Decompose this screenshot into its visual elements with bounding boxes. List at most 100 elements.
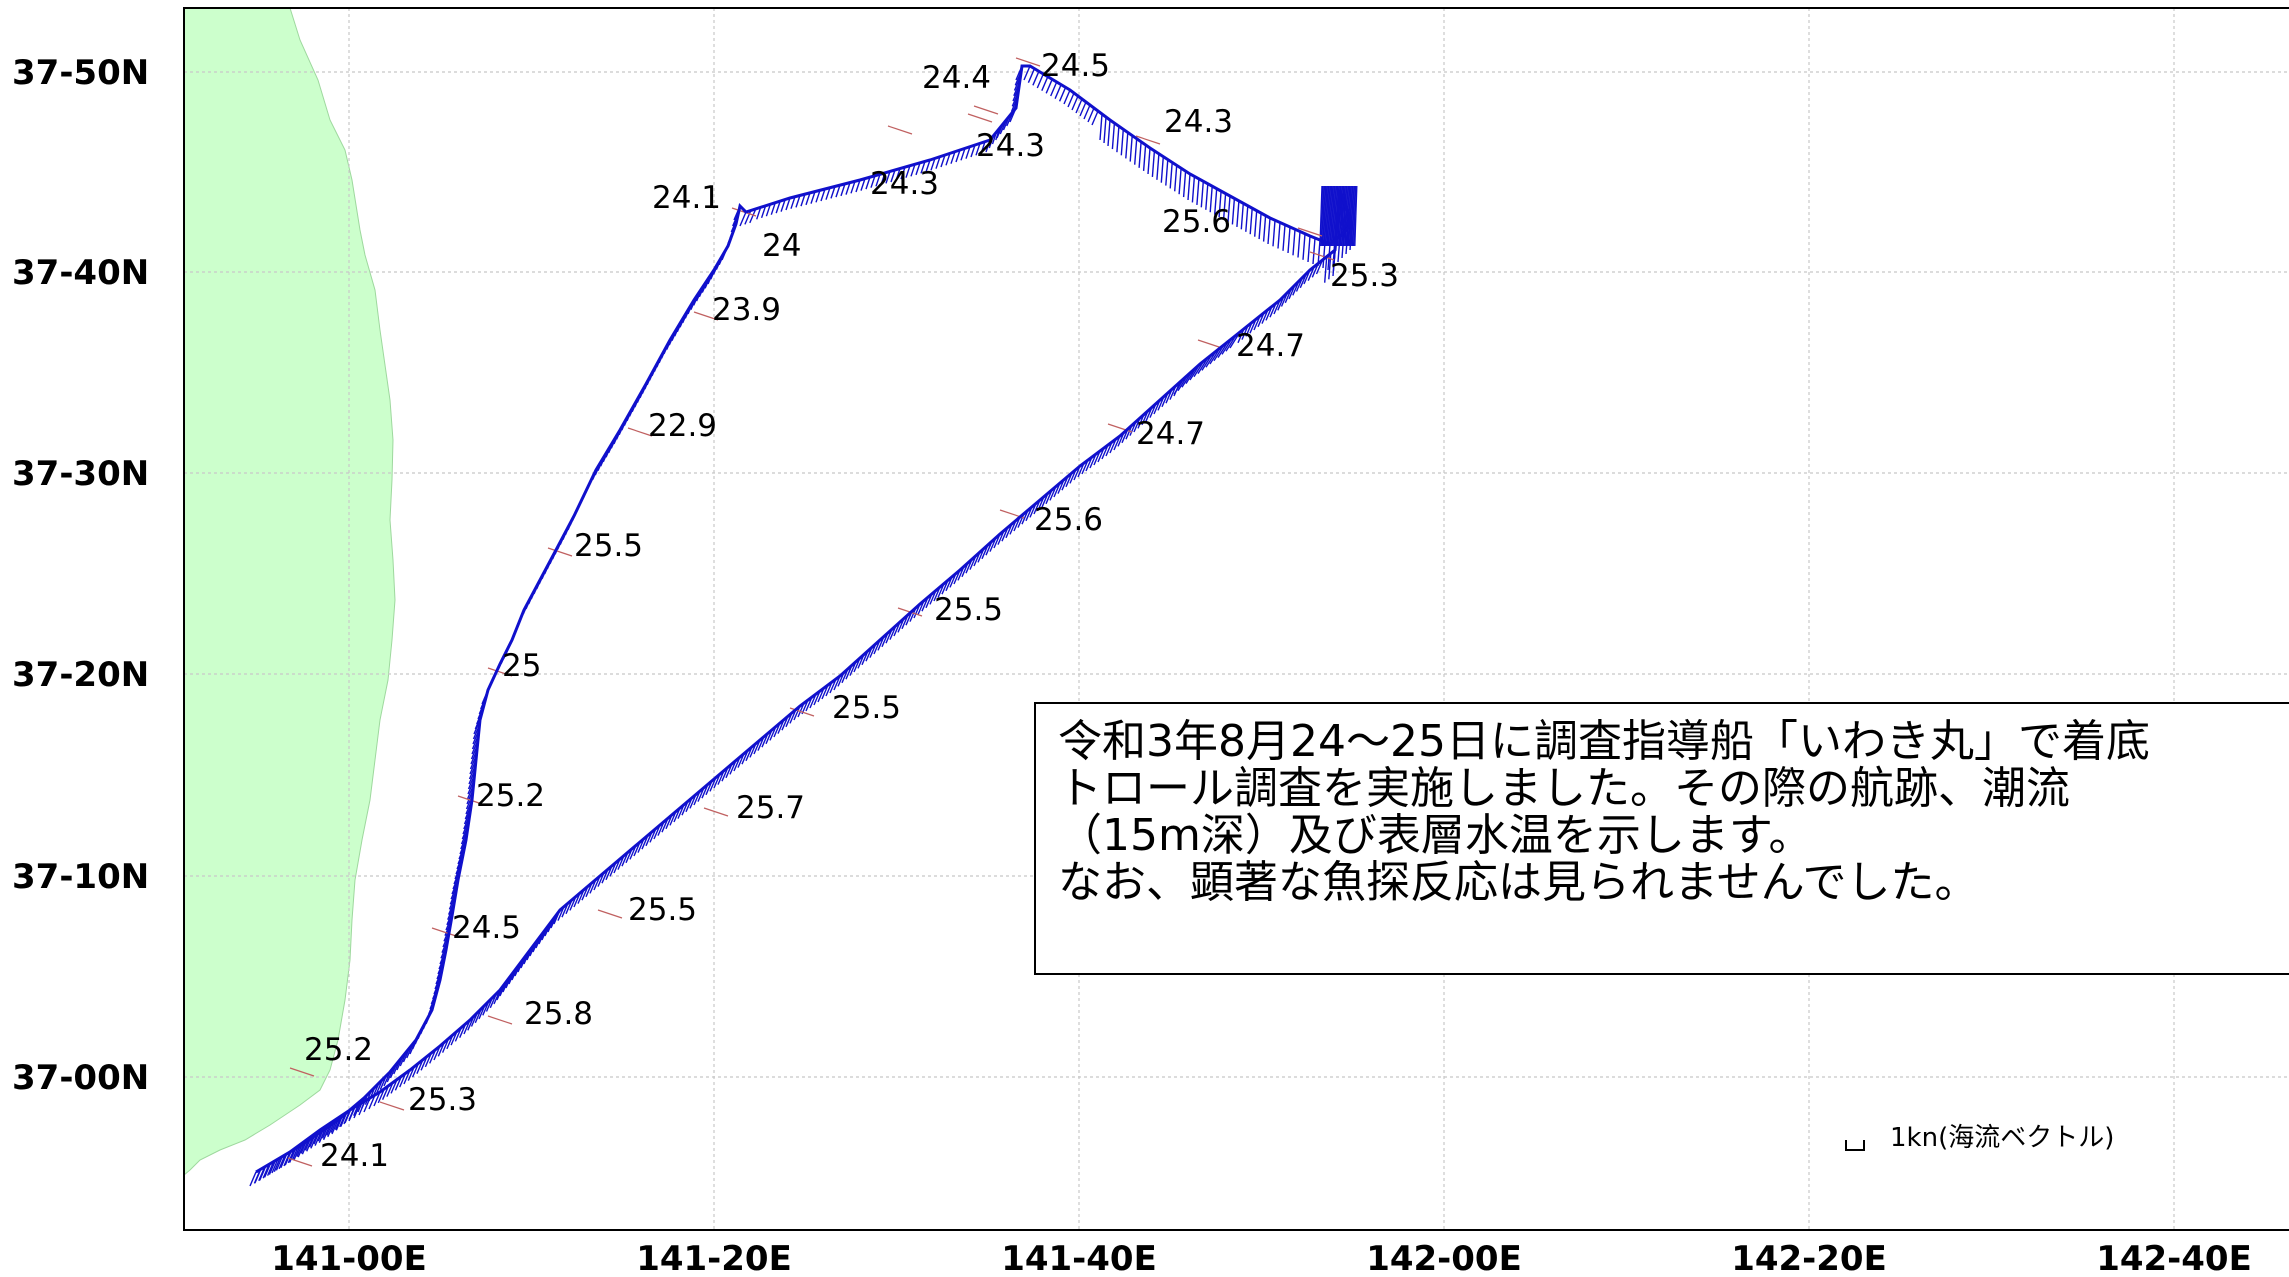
current-vector	[1129, 135, 1133, 162]
current-vector	[830, 186, 836, 199]
current-vector	[985, 139, 991, 153]
current-vector	[1332, 185, 1336, 247]
current-vector	[1222, 193, 1227, 220]
temp-label: 24.7	[1236, 328, 1305, 364]
current-vector	[935, 156, 941, 169]
lon-label: 142-20E	[1731, 1239, 1887, 1277]
legend-scale-bar	[1845, 1140, 1865, 1151]
current-vector	[1071, 95, 1079, 111]
current-vector	[885, 171, 891, 184]
current-vector	[895, 168, 901, 181]
temp-label: 24.3	[1164, 104, 1233, 140]
station-marker	[973, 105, 999, 115]
temp-label: 25.5	[934, 592, 1003, 628]
current-vector	[293, 1145, 301, 1161]
lon-label: 141-20E	[636, 1239, 792, 1277]
current-vector	[1205, 183, 1209, 210]
note-line: （15m深）及び表層水温を示します。	[1058, 810, 1813, 861]
temp-label: 25.2	[476, 778, 545, 814]
current-vector	[940, 154, 946, 168]
temp-label: 24.5	[1041, 48, 1110, 84]
station-marker	[887, 125, 913, 135]
station-marker	[1297, 227, 1323, 237]
temp-label: 25.5	[574, 528, 643, 564]
current-vector	[775, 200, 781, 214]
current-vector	[1272, 220, 1276, 247]
current-vector	[800, 193, 806, 207]
current-vector	[870, 175, 876, 188]
current-vector	[765, 203, 772, 217]
current-vector	[1103, 116, 1107, 144]
current-vector	[1156, 153, 1160, 180]
current-vector	[945, 153, 951, 166]
current-vector	[1107, 119, 1111, 147]
current-vector	[1079, 101, 1087, 117]
temp-label: 24.3	[976, 128, 1045, 164]
temp-label: 25	[502, 648, 541, 684]
station-marker	[1135, 135, 1161, 145]
temp-label: 23.9	[712, 292, 781, 328]
current-vector	[1322, 241, 1326, 269]
current-vector	[1324, 256, 1328, 283]
station-marker	[457, 795, 483, 805]
lon-label: 142-00E	[1366, 1239, 1522, 1277]
ship-track	[255, 64, 1354, 1174]
station-marker	[693, 311, 719, 321]
temp-label: 25.3	[408, 1082, 477, 1118]
current-vector	[749, 208, 757, 224]
current-vector	[860, 178, 866, 191]
legend: 1kn(海流ベクトル)	[1845, 1123, 2114, 1153]
current-vector	[1236, 200, 1240, 227]
current-vector	[1277, 222, 1281, 249]
lon-label: 141-40E	[1001, 1239, 1157, 1277]
current-vector	[970, 144, 976, 158]
current-vector	[1322, 185, 1327, 247]
current-vector	[780, 199, 786, 212]
current-vector	[910, 164, 916, 177]
current-vector	[1083, 104, 1091, 120]
current-vector	[930, 158, 936, 171]
current-vector	[278, 1154, 286, 1170]
current-vector	[1327, 243, 1331, 271]
current-vector	[1027, 68, 1036, 83]
current-vector	[1111, 123, 1116, 150]
current-vector	[965, 146, 971, 159]
current-vector	[1249, 208, 1253, 235]
current-vector	[1178, 168, 1182, 195]
station-marker	[1309, 251, 1335, 261]
current-vector	[1116, 126, 1120, 153]
note-line: なお、顕著な魚探反応は見られませんでした。	[1058, 857, 1979, 908]
current-vector	[1067, 92, 1075, 108]
current-vector	[1054, 84, 1062, 99]
current-vector	[1151, 150, 1156, 177]
current-vector	[1332, 249, 1336, 277]
temp-label: 25.5	[832, 690, 901, 726]
current-vector	[739, 211, 747, 227]
lat-label: 37-50N	[12, 53, 149, 93]
current-vector	[1312, 237, 1316, 265]
temp-label: 25.6	[1162, 204, 1231, 240]
current-vector	[975, 143, 981, 156]
lat-label: 37-40N	[12, 253, 149, 293]
current-vector	[795, 195, 801, 208]
current-vector	[850, 181, 856, 194]
current-vector	[268, 1160, 277, 1175]
current-vector	[1099, 113, 1103, 141]
current-vector	[283, 1151, 291, 1167]
note-line: 令和3年8月24～25日に調査指導船「いわき丸」で着底	[1058, 716, 2150, 767]
current-vector	[855, 179, 861, 193]
lat-label: 37-30N	[12, 454, 149, 494]
current-vector	[900, 166, 906, 180]
station-marker	[487, 667, 513, 677]
current-vector	[1328, 253, 1332, 280]
current-vector	[820, 188, 826, 202]
current-vector	[1231, 198, 1236, 225]
latitude-labels: 37-50N 37-40N 37-30N 37-20N 37-10N 37-00…	[12, 53, 149, 1098]
current-vector	[1227, 195, 1231, 223]
current-vector	[1325, 185, 1329, 247]
current-vector	[920, 161, 926, 174]
current-vector	[835, 184, 841, 198]
legend-label: 1kn(海流ベクトル)	[1890, 1123, 2114, 1153]
current-vector	[770, 202, 776, 215]
